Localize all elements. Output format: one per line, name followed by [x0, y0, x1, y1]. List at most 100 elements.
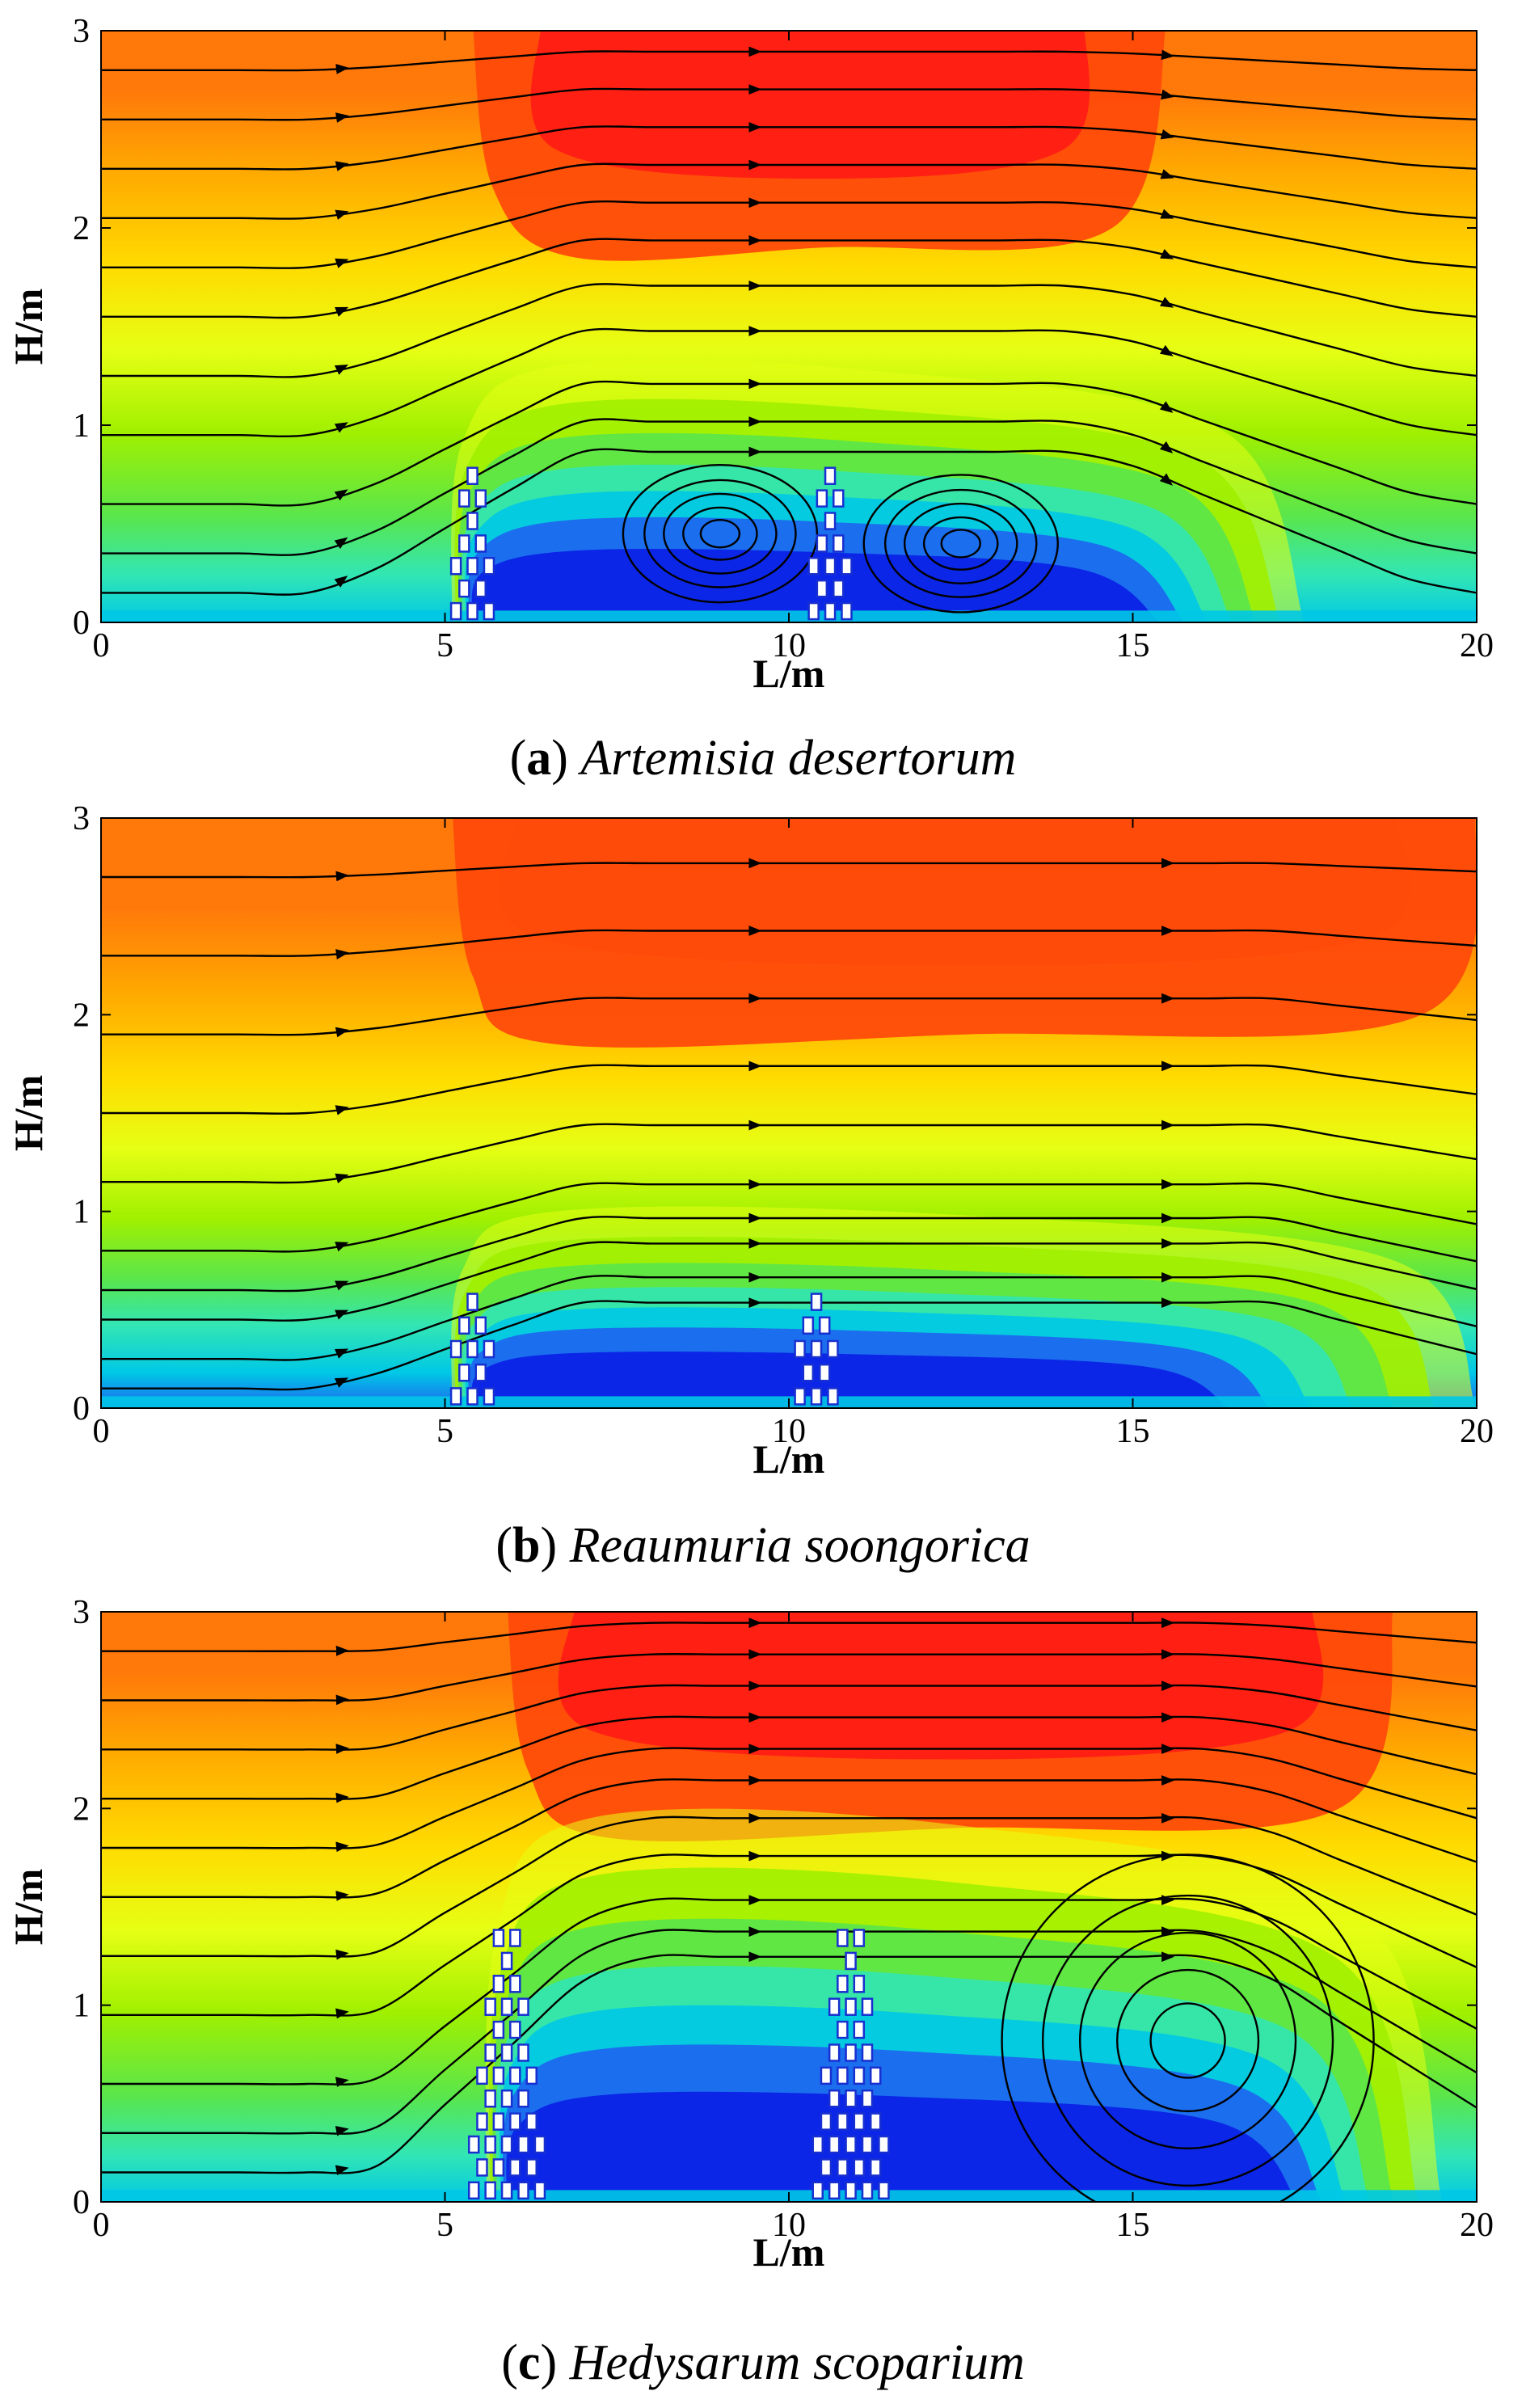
shrub-element: [492, 2066, 505, 2085]
shrub-element: [810, 1293, 823, 1311]
shrub-element: [466, 1293, 478, 1311]
shrub-element: [853, 2158, 866, 2177]
shrub-element: [841, 557, 853, 576]
y-tick-label: 0: [73, 605, 90, 642]
contour-field: [101, 31, 1477, 622]
shrub-element: [466, 557, 478, 576]
streamline: [101, 283, 1477, 378]
streamline: [101, 1275, 1477, 1361]
vortex-ring: [643, 479, 797, 588]
vortex-ring: [922, 516, 999, 571]
vortex-ring: [1078, 1931, 1297, 2150]
shrub-element: [458, 534, 470, 553]
shrub-element: [837, 2066, 849, 2085]
x-tick-label: 10: [772, 2207, 806, 2244]
shrub-element: [824, 466, 837, 485]
streamline: [101, 200, 1477, 270]
shrub-element: [810, 1339, 823, 1359]
shrub-element: [833, 489, 845, 508]
streamline: [101, 1954, 1477, 2174]
streamline: [101, 1300, 1477, 1391]
shrub-element: [466, 601, 478, 621]
shrub-element: [533, 2135, 546, 2154]
shrub-element: [476, 2112, 488, 2131]
shrub-element: [517, 2043, 529, 2062]
y-tick-label: 2: [73, 210, 90, 247]
shrub-element: [525, 2112, 537, 2131]
vortex-ring: [883, 488, 1038, 598]
shrub-element: [853, 2020, 866, 2039]
shrub-element: [824, 512, 837, 530]
wake-band: [471, 1352, 1229, 1408]
y-tick-label: 3: [73, 1594, 90, 1631]
shrub-element: [819, 1363, 831, 1382]
x-tick-label: 0: [93, 2207, 110, 2244]
vortex-ring: [699, 519, 741, 549]
y-axis-title: H/m: [6, 1869, 51, 1945]
shrub-element: [853, 2066, 866, 2085]
streamline: [101, 862, 1477, 879]
shrub-element: [816, 489, 828, 508]
wake-band: [506, 2091, 1298, 2202]
shrub-element: [509, 1975, 521, 1993]
shrub-element: [833, 534, 845, 553]
streamline: [101, 1815, 1477, 1958]
shrub-element: [492, 1975, 505, 1993]
shrub-element: [845, 2043, 857, 2062]
vortex-ring: [940, 529, 981, 559]
shrub-element: [811, 2135, 824, 2154]
shrub-element: [845, 2135, 857, 2154]
shrub-element: [509, 2112, 521, 2131]
shrub-element: [517, 2135, 529, 2154]
shrub-element: [492, 2158, 505, 2177]
shrub-element: [500, 2181, 513, 2200]
streamline: [101, 1123, 1477, 1184]
vortex-ring: [903, 502, 1018, 584]
streamline: [101, 1621, 1477, 1652]
shrub-element: [449, 557, 462, 576]
x-tick-label: 20: [1460, 627, 1494, 664]
shrub-element: [533, 2181, 546, 2200]
streamline: [101, 1064, 1477, 1115]
streamline: [101, 1897, 1477, 2085]
vortex-ring: [663, 492, 778, 575]
shrub-element: [837, 1929, 849, 1947]
x-axis-title: L/m: [753, 1436, 825, 1482]
shrub-element: [500, 2043, 513, 2062]
streamline: [101, 1778, 1477, 1899]
streamline: [101, 448, 1477, 596]
shrub-element: [841, 601, 853, 621]
shrub-element: [824, 557, 837, 576]
streamline: [101, 327, 1477, 438]
streamline: [101, 1715, 1477, 1800]
shrub-element: [810, 1387, 823, 1406]
shrub-element: [794, 1339, 806, 1359]
shrub-element: [525, 2158, 537, 2177]
shrub-element: [816, 579, 828, 598]
shrub-element: [837, 2158, 849, 2177]
shrub-element: [827, 1339, 839, 1359]
shrub-element: [483, 601, 495, 621]
streamline: [101, 418, 1477, 556]
shrub-element: [878, 2181, 890, 2200]
shrub-element: [878, 2135, 890, 2154]
streamline: [101, 1929, 1477, 2135]
vortex-ring: [1149, 2002, 1226, 2079]
shrub-model: [467, 1929, 546, 2200]
shrub-element: [828, 1997, 841, 2016]
streamline: [101, 1241, 1477, 1322]
caption-b: (b) Reaumuria soongorica: [495, 1518, 1030, 1573]
shrub-element: [474, 579, 487, 598]
shrub-element: [861, 2043, 874, 2062]
shrub-element: [467, 2181, 480, 2200]
shrub-model: [794, 1293, 839, 1406]
shrub-element: [476, 2158, 488, 2177]
x-tick-label: 15: [1116, 1413, 1150, 1450]
streamline: [101, 1216, 1477, 1293]
streamline: [101, 380, 1477, 507]
shrub-element: [837, 2020, 849, 2039]
shrub-element: [466, 1387, 478, 1406]
shrub-element: [837, 2112, 849, 2131]
shrub-element: [509, 2066, 521, 2085]
